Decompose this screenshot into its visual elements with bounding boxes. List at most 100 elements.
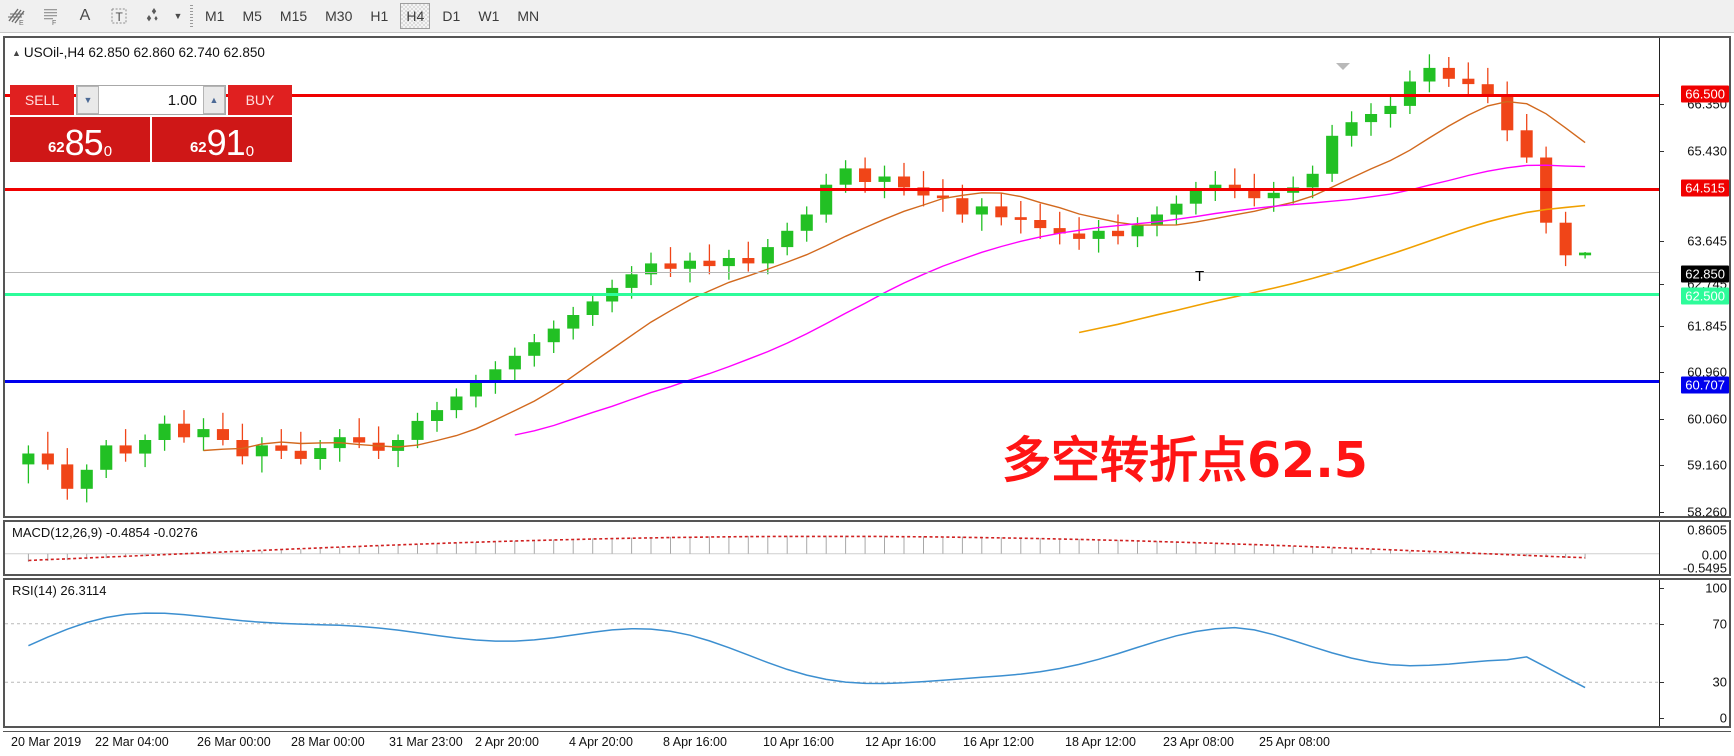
macd-series (5, 535, 1659, 562)
price-axis-label-60-060: 60.060 (1687, 411, 1727, 427)
timeframe-w1[interactable]: W1 (478, 8, 500, 24)
volume-input[interactable]: 1.00 (167, 91, 197, 109)
time-axis-label-3: 28 Mar 00:00 (291, 735, 365, 749)
time-axis-label-12: 23 Apr 08:00 (1163, 735, 1234, 749)
volume-stepper[interactable]: ▼ 1.00 ▲ (76, 85, 226, 115)
time-axis-label-5: 2 Apr 20:00 (475, 735, 539, 749)
resistance-line-64515[interactable] (5, 188, 1659, 191)
price-axis-tick (1660, 284, 1664, 285)
price-axis-tick (1660, 419, 1664, 420)
timeframe-m5[interactable]: M5 (242, 8, 262, 24)
rsi-title: RSI(14) 26.3114 (12, 583, 107, 598)
timeframe-m30[interactable]: M30 (325, 8, 353, 24)
time-axis-label-7: 8 Apr 16:00 (663, 735, 727, 749)
volume-increment-icon[interactable]: ▲ (203, 86, 225, 114)
time-axis-label-2: 26 Mar 00:00 (197, 735, 271, 749)
rsi-axis-tick (1660, 623, 1664, 625)
timeframe-h4[interactable]: H4 (400, 3, 431, 29)
time-axis-label-4: 31 Mar 23:00 (389, 735, 463, 749)
sell-price-display[interactable]: 62 85 0 (10, 115, 152, 162)
quote-text: USOil-,H4 62.850 62.860 62.740 62.850 (23, 45, 265, 60)
sell-price-main: 85 (64, 122, 104, 163)
macd-title: MACD(12,26,9) -0.4854 -0.0276 (12, 525, 198, 540)
quote-headline: ▲ USOil-,H4 62.850 62.860 62.740 62.850 (12, 45, 265, 60)
rsi-axis-label-0: 0 (1719, 710, 1727, 726)
macd-plot[interactable] (5, 522, 1659, 574)
support-line-60707[interactable] (5, 380, 1659, 383)
price-axis-tick (1660, 151, 1664, 152)
price-axis-tick (1660, 512, 1664, 513)
macd-axis-label-2: -0.5495 (1682, 560, 1727, 576)
time-axis-label-11: 18 Apr 12:00 (1065, 735, 1136, 749)
rsi-series (5, 612, 1659, 689)
price-axis-label-60-707[interactable]: 60.707 (1681, 376, 1729, 394)
price-axis-label-65-430: 65.430 (1687, 143, 1727, 159)
one-click-trade-panel[interactable]: SELL ▼ 1.00 ▲ BUY 62 85 0 62 91 0 (10, 85, 292, 162)
text-tool-icon[interactable]: A (79, 7, 91, 24)
rsi-axis-label-30: 30 (1712, 674, 1727, 690)
price-axis-label-58-260: 58.260 (1687, 504, 1727, 520)
rsi-axis-label-70: 70 (1712, 616, 1727, 632)
objects-dropdown-caret-icon[interactable]: ▼ (173, 11, 183, 21)
resistance-line-66500[interactable] (5, 94, 1659, 97)
timeframe-d1[interactable]: D1 (442, 8, 461, 24)
sell-button[interactable]: SELL (10, 85, 74, 115)
buy-price-prefix: 62 (189, 139, 207, 156)
timeframe-h1[interactable]: H1 (370, 8, 389, 24)
rsi-axis-tick (1660, 718, 1664, 719)
chart-annotation[interactable]: 多空转折点62.5 (1002, 432, 1368, 489)
rsi-axis-tick (1660, 682, 1664, 684)
rsi-plot[interactable] (5, 580, 1659, 726)
price-axis-label-63-645: 63.645 (1687, 233, 1727, 249)
macd-pane[interactable]: MACD(12,26,9) -0.4854 -0.0276 0.8605 0.00… (3, 520, 1731, 576)
price-axis[interactable]: 66.500 66.350 65.430 64.515 63.645 62.850 62.7… (1659, 38, 1729, 520)
timeframe-mn[interactable]: MN (517, 8, 540, 24)
price-axis-label-59-160: 59.160 (1687, 457, 1727, 473)
templates-icon[interactable]: F (34, 1, 68, 31)
indicators-icon[interactable]: E (0, 1, 34, 31)
price-axis-label-66-500[interactable]: 66.500 (1681, 85, 1729, 103)
time-axis-label-6: 4 Apr 20:00 (569, 735, 633, 749)
rsi-axis: 100 70 30 0 (1659, 580, 1729, 726)
time-axis-label-13: 25 Apr 08:00 (1259, 735, 1330, 749)
buy-price-sup: 0 (245, 143, 255, 160)
price-axis-label-62-500[interactable]: 62.500 (1681, 287, 1729, 305)
buy-button[interactable]: BUY (228, 85, 292, 115)
price-plot[interactable]: T (5, 38, 1659, 516)
macd-axis: 0.8605 0.00 -0.5495 (1659, 522, 1729, 576)
time-axis-label-1: 22 Mar 04:00 (95, 735, 169, 749)
time-axis-label-10: 16 Apr 12:00 (963, 735, 1034, 749)
sell-price-sup: 0 (103, 143, 113, 160)
last-price-line (5, 272, 1659, 273)
price-axis-tick (1660, 372, 1664, 373)
timeframe-m1[interactable]: M1 (205, 8, 225, 24)
trade-panel-top-row: SELL ▼ 1.00 ▲ BUY (10, 85, 292, 115)
macd-axis-label-0: 0.8605 (1687, 522, 1727, 538)
price-axis-label-64-515[interactable]: 64.515 (1681, 179, 1729, 197)
price-axis-tick (1660, 104, 1664, 105)
price-axis-label-61-845: 61.845 (1687, 318, 1727, 334)
crosshair-marker: T (1195, 268, 1205, 285)
timeframe-m15[interactable]: M15 (279, 8, 308, 24)
quote-triangle-icon: ▲ (12, 48, 21, 59)
time-axis-label-9: 12 Apr 16:00 (865, 735, 936, 749)
chart-area: ▲ USOil-,H4 62.850 62.860 62.740 62.850 T… (0, 33, 1734, 756)
price-axis-tick (1660, 326, 1664, 327)
trade-panel-prices: 62 85 0 62 91 0 (10, 115, 292, 162)
buy-price-display[interactable]: 62 91 0 (152, 115, 292, 162)
text-label-icon[interactable]: T (102, 1, 136, 31)
objects-icon[interactable] (136, 1, 170, 31)
time-axis: 20 Mar 2019 22 Mar 04:00 26 Mar 00:00 28 Ma… (3, 731, 1731, 753)
price-axis-label-62-850[interactable]: 62.850 (1681, 265, 1729, 283)
chart-scroll-caret-icon[interactable] (1336, 63, 1350, 70)
price-axis-tick (1660, 241, 1664, 242)
rsi-pane[interactable]: RSI(14) 26.3114 100 70 30 0 (3, 578, 1731, 728)
price-axis-tick (1660, 465, 1664, 466)
volume-decrement-icon[interactable]: ▼ (77, 86, 99, 114)
svg-text:T: T (116, 10, 124, 24)
main-toolbar: E F A T ▼ M1 M5 M15 M30 H1 (0, 0, 1734, 33)
time-axis-label-0: 20 Mar 2019 (11, 735, 82, 749)
support-line-62500[interactable] (5, 293, 1659, 296)
price-axis-label-60-960: 60.960 (1687, 364, 1727, 380)
toolbar-separator (186, 3, 196, 29)
